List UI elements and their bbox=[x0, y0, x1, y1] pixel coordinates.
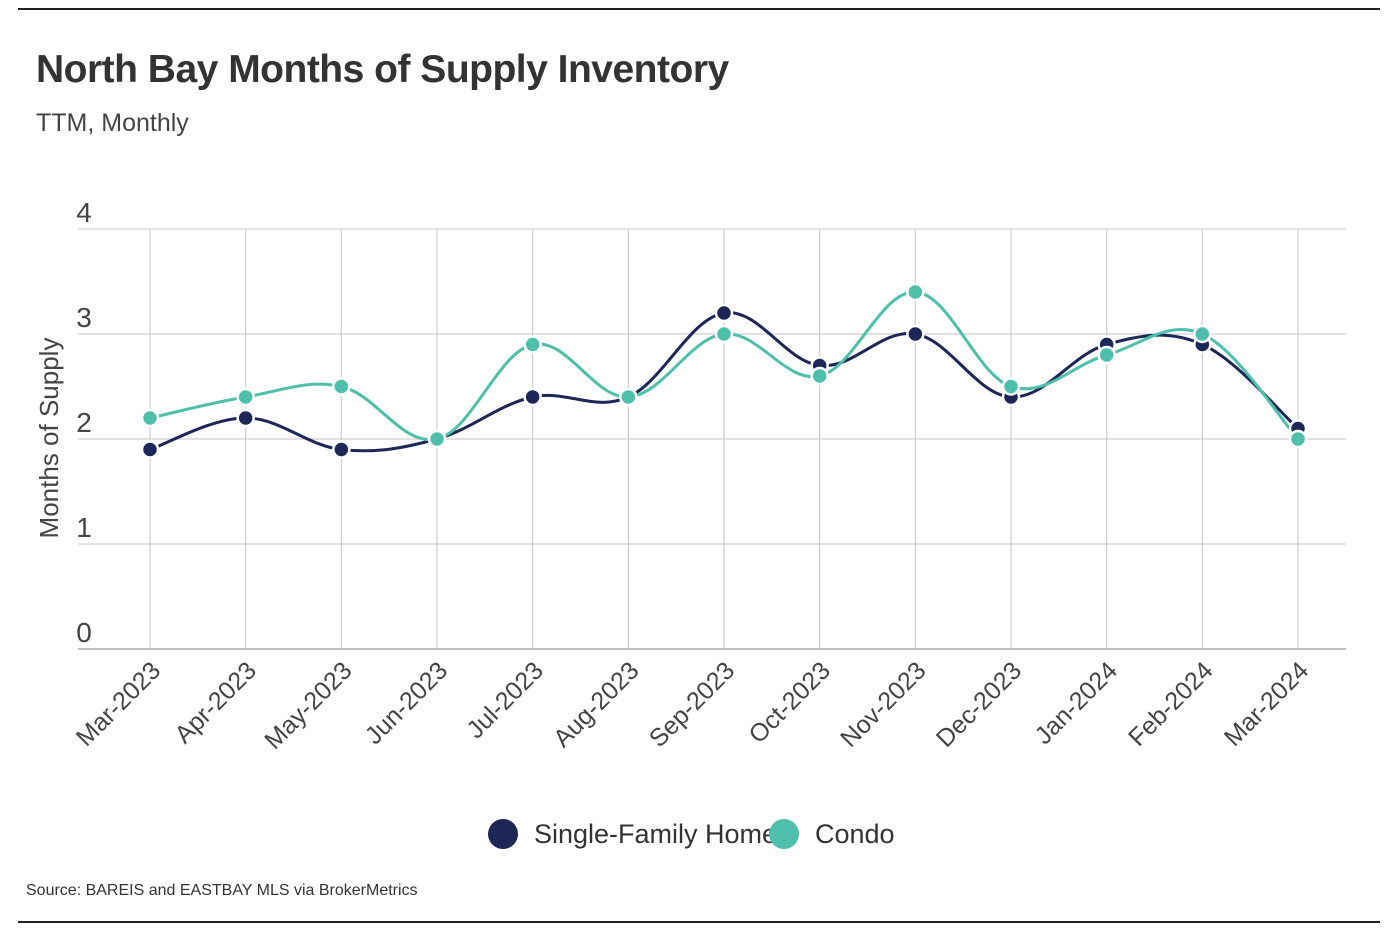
x-tick-label-Jul-2023: Jul-2023 bbox=[461, 656, 549, 744]
y-tick-label-2: 2 bbox=[76, 407, 92, 438]
legend-label-single-family-home: Single-Family Home bbox=[534, 818, 778, 849]
x-tick-label-Oct-2023: Oct-2023 bbox=[743, 656, 836, 749]
data-point-single-family-home-apr-2023 bbox=[236, 408, 255, 428]
y-tick-label-0: 0 bbox=[76, 617, 92, 648]
y-tick-label-1: 1 bbox=[76, 512, 92, 543]
data-point-condo-nov-2023 bbox=[906, 282, 925, 302]
data-point-condo-sep-2023 bbox=[714, 324, 734, 344]
data-point-condo-jan-2024 bbox=[1097, 345, 1116, 365]
x-tick-label-Nov-2023: Nov-2023 bbox=[835, 656, 931, 752]
data-point-condo-dec-2023 bbox=[1001, 377, 1021, 396]
x-tick-label-Apr-2023: Apr-2023 bbox=[169, 656, 262, 749]
x-tick-label-May-2023: May-2023 bbox=[259, 656, 357, 754]
data-point-condo-jul-2023 bbox=[523, 335, 542, 354]
top-rule bbox=[18, 8, 1380, 10]
x-tick-label-Dec-2023: Dec-2023 bbox=[931, 656, 1027, 752]
chart-subtitle: TTM, Monthly bbox=[36, 109, 189, 137]
data-point-condo-may-2023 bbox=[332, 377, 351, 396]
data-point-condo-mar-2024 bbox=[1288, 429, 1308, 449]
source-note: Source: BAREIS and EASTBAY MLS via Broke… bbox=[26, 882, 418, 899]
legend-item-condo: Condo bbox=[769, 812, 895, 856]
x-tick-label-Sep-2023: Sep-2023 bbox=[644, 656, 740, 752]
x-tick-label-Feb-2024: Feb-2024 bbox=[1123, 656, 1219, 752]
x-tick-label-Jun-2023: Jun-2023 bbox=[360, 656, 454, 750]
data-point-condo-jun-2023 bbox=[427, 429, 447, 449]
y-tick-label-3: 3 bbox=[76, 302, 92, 333]
data-point-single-family-home-sep-2023 bbox=[714, 303, 734, 323]
legend-swatch-single-family-home bbox=[488, 819, 518, 849]
data-point-single-family-home-mar-2023 bbox=[140, 440, 160, 459]
y-axis-title: Months of Supply bbox=[34, 338, 64, 539]
x-tick-label-Mar-2024: Mar-2024 bbox=[1219, 656, 1315, 752]
legend-item-single-family-home: Single-Family Home bbox=[488, 812, 777, 856]
legend-label-condo: Condo bbox=[815, 818, 895, 849]
x-tick-label-Jan-2024: Jan-2024 bbox=[1029, 656, 1123, 750]
bottom-rule bbox=[18, 921, 1380, 923]
data-point-condo-oct-2023 bbox=[810, 366, 829, 386]
data-point-condo-feb-2024 bbox=[1193, 324, 1212, 344]
data-point-single-family-home-nov-2023 bbox=[906, 324, 925, 344]
x-tick-label-Aug-2023: Aug-2023 bbox=[548, 656, 644, 752]
y-tick-label-4: 4 bbox=[76, 197, 92, 228]
data-point-condo-mar-2023 bbox=[140, 408, 160, 428]
data-point-single-family-home-jul-2023 bbox=[523, 387, 542, 407]
legend-swatch-condo bbox=[769, 819, 799, 849]
data-point-condo-aug-2023 bbox=[619, 387, 638, 407]
legend: Single-Family Home Condo bbox=[0, 812, 1398, 856]
chart-title: North Bay Months of Supply Inventory bbox=[36, 48, 729, 91]
data-point-single-family-home-may-2023 bbox=[332, 440, 351, 459]
data-point-condo-apr-2023 bbox=[236, 387, 255, 407]
x-tick-label-Mar-2023: Mar-2023 bbox=[71, 656, 166, 751]
